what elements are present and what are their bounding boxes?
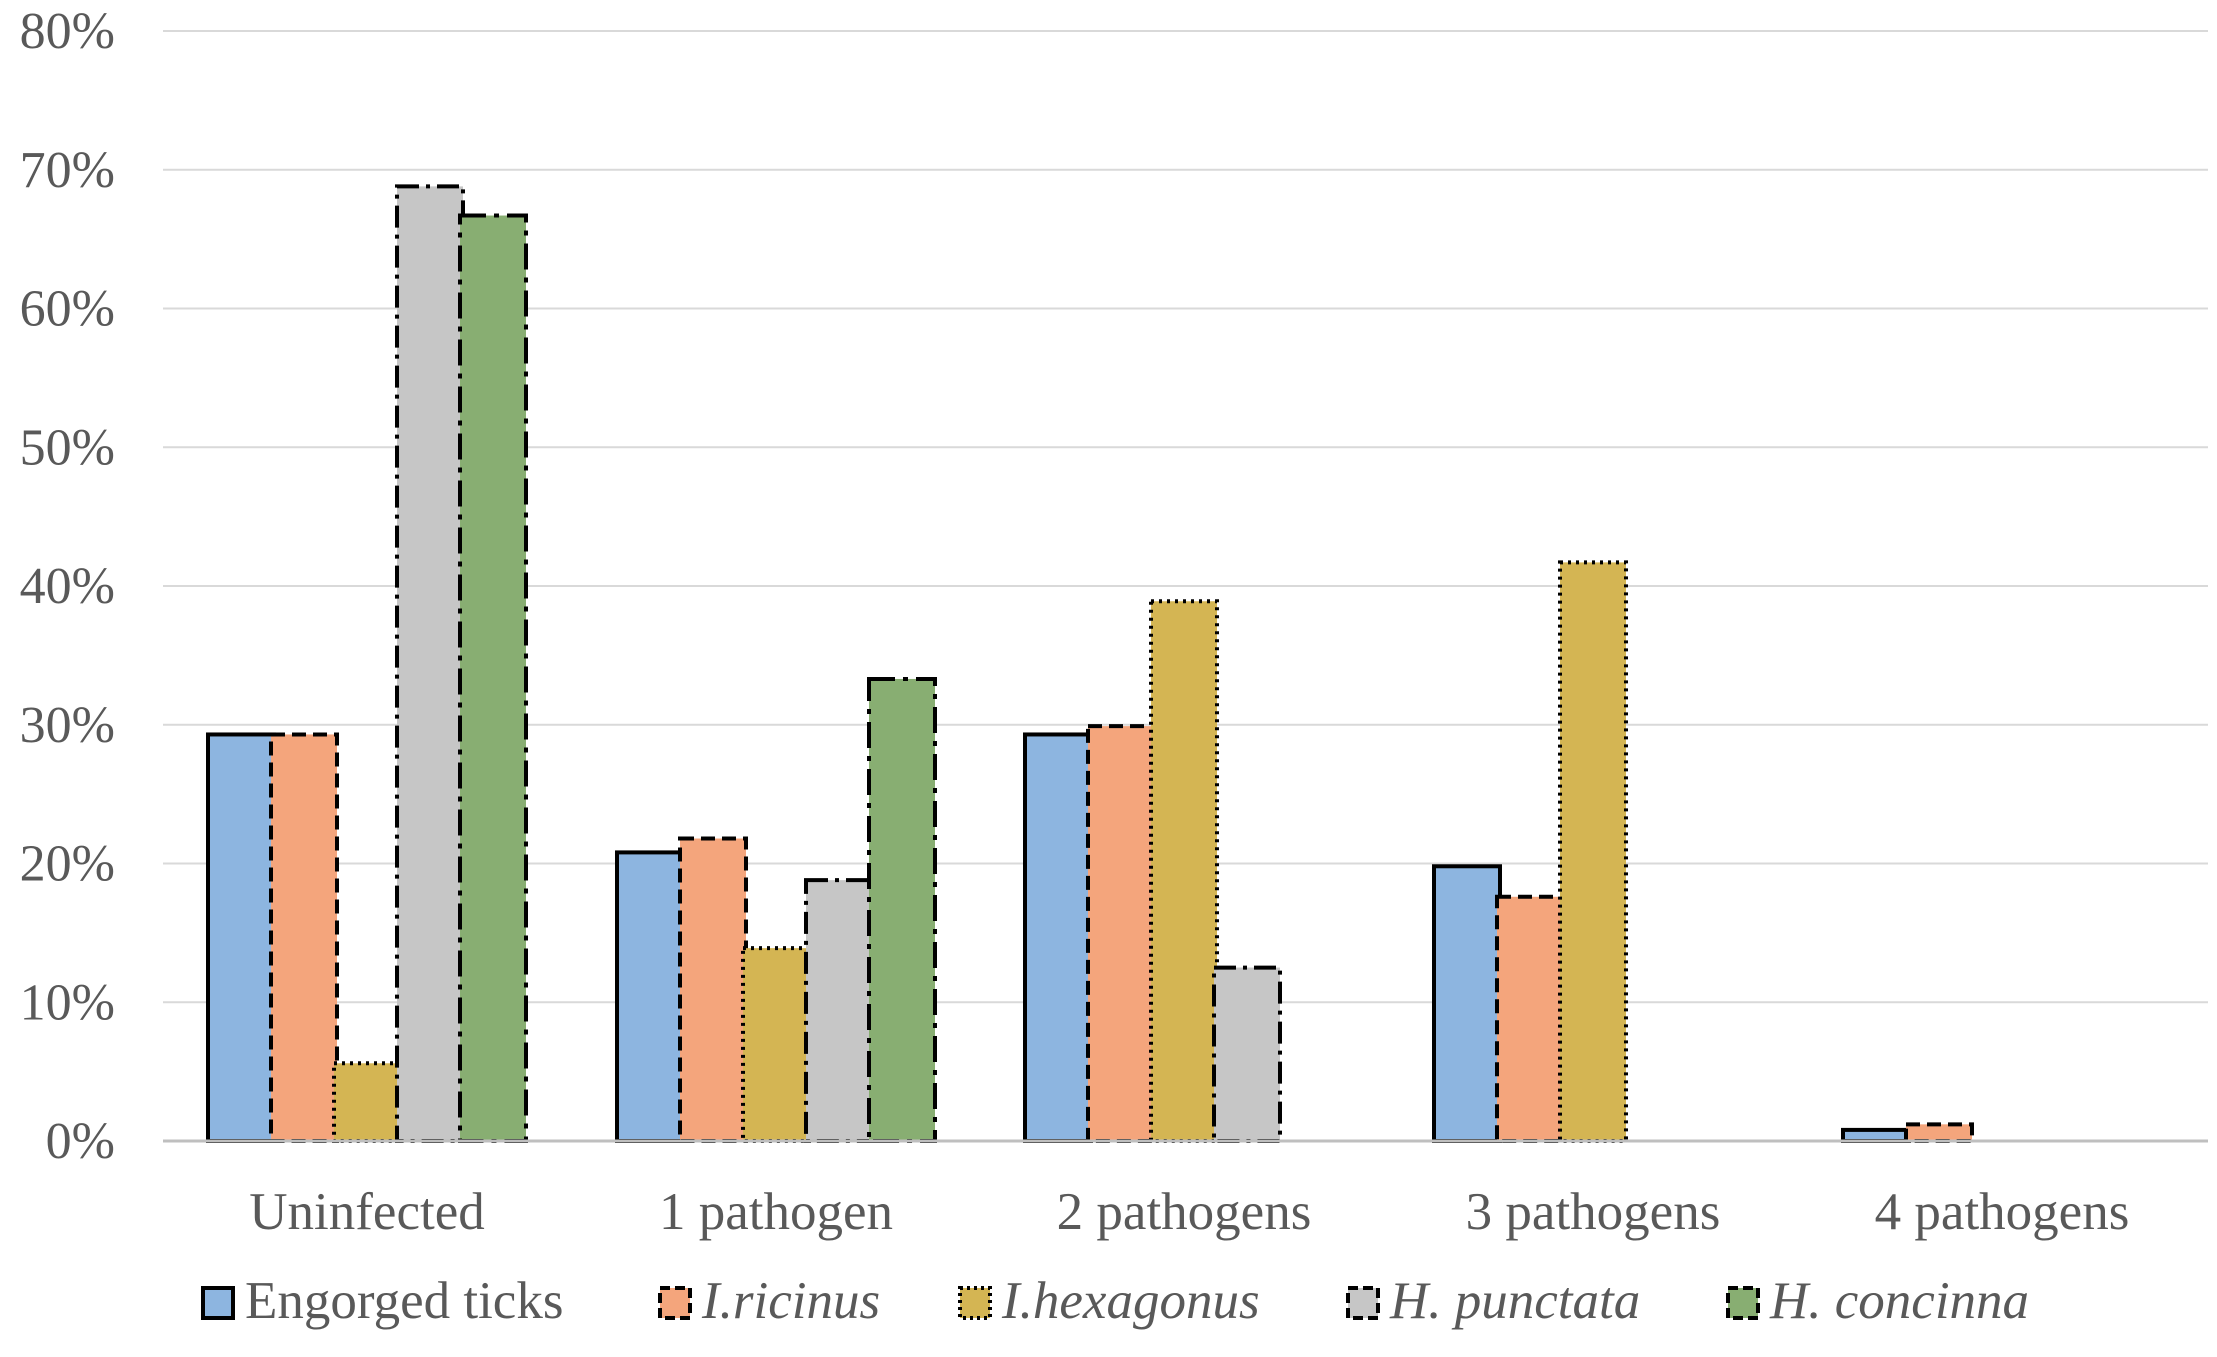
x-tick-label: Uninfected <box>249 1183 484 1241</box>
legend-item: I.hexagonus <box>958 1272 1260 1330</box>
legend-label: Engorged ticks <box>245 1272 563 1330</box>
bar-i-ricinus-2-pathogens <box>1086 724 1156 1143</box>
y-tick-label: 20% <box>20 836 115 893</box>
bar-h-concinna-uninfected <box>458 213 528 1144</box>
legend-item: I.ricinus <box>658 1272 880 1330</box>
bar-engorged-ticks-2-pathogens <box>1023 732 1093 1144</box>
bar-h-punctata-uninfected <box>395 184 465 1143</box>
legend-label: I.hexagonus <box>1001 1272 1260 1330</box>
legend-item: H. punctata <box>1346 1272 1640 1330</box>
y-tick-label: 10% <box>20 974 115 1031</box>
y-tick-label: 60% <box>20 281 115 338</box>
bar-h-concinna-1-pathogen <box>867 676 937 1144</box>
legend: Engorged ticks I.ricinus I.hexagonus H. pun… <box>201 1272 2029 1330</box>
legend-label: I.ricinus <box>701 1272 880 1330</box>
bar-engorged-ticks-uninfected <box>206 732 276 1144</box>
x-tick-label: 2 pathogens <box>1057 1183 1312 1241</box>
bar-i-hexagonus-1-pathogen <box>741 946 811 1144</box>
y-axis-ticks: 0% 10% 20% 30% 40% 50% 60% 70% 80% <box>20 3 115 1170</box>
legend-label: H. concinna <box>1769 1272 2029 1330</box>
y-tick-label: 30% <box>20 697 115 754</box>
bar-engorged-ticks-4-pathogens <box>1841 1127 1911 1144</box>
bar-i-ricinus-3-pathogens <box>1495 894 1565 1143</box>
legend-item: H. concinna <box>1726 1272 2029 1330</box>
legend-swatch <box>658 1286 692 1320</box>
bar-i-ricinus-4-pathogens <box>1904 1122 1974 1143</box>
legend-swatch <box>201 1286 235 1320</box>
y-tick-label: 40% <box>20 558 115 615</box>
legend-swatch <box>958 1286 992 1320</box>
bars <box>206 184 1974 1144</box>
bar-i-hexagonus-2-pathogens <box>1149 599 1219 1143</box>
y-tick-label: 80% <box>20 3 115 60</box>
legend-swatch <box>1726 1286 1760 1320</box>
x-tick-label: 1 pathogen <box>659 1183 893 1241</box>
x-tick-label: 3 pathogens <box>1466 1183 1721 1241</box>
bar-engorged-ticks-3-pathogens <box>1432 864 1502 1144</box>
y-tick-label: 70% <box>20 142 115 199</box>
x-axis-categories: Uninfected 1 pathogen 2 pathogens 3 pathoge… <box>249 1183 2129 1241</box>
bar-h-punctata-1-pathogen <box>804 878 874 1144</box>
bar-h-punctata-2-pathogens <box>1212 965 1282 1143</box>
legend-swatch <box>1346 1286 1380 1320</box>
legend-item: Engorged ticks <box>201 1272 563 1330</box>
y-tick-label: 0% <box>46 1113 115 1170</box>
bar-i-hexagonus-uninfected <box>332 1061 402 1144</box>
bar-i-ricinus-uninfected <box>269 732 339 1144</box>
x-tick-label: 4 pathogens <box>1875 1183 2130 1241</box>
bar-engorged-ticks-1-pathogen <box>615 850 685 1144</box>
legend-label: H. punctata <box>1389 1272 1640 1330</box>
bar-i-hexagonus-3-pathogens <box>1558 560 1628 1143</box>
bar-i-ricinus-1-pathogen <box>678 836 748 1144</box>
y-tick-label: 50% <box>20 419 115 476</box>
